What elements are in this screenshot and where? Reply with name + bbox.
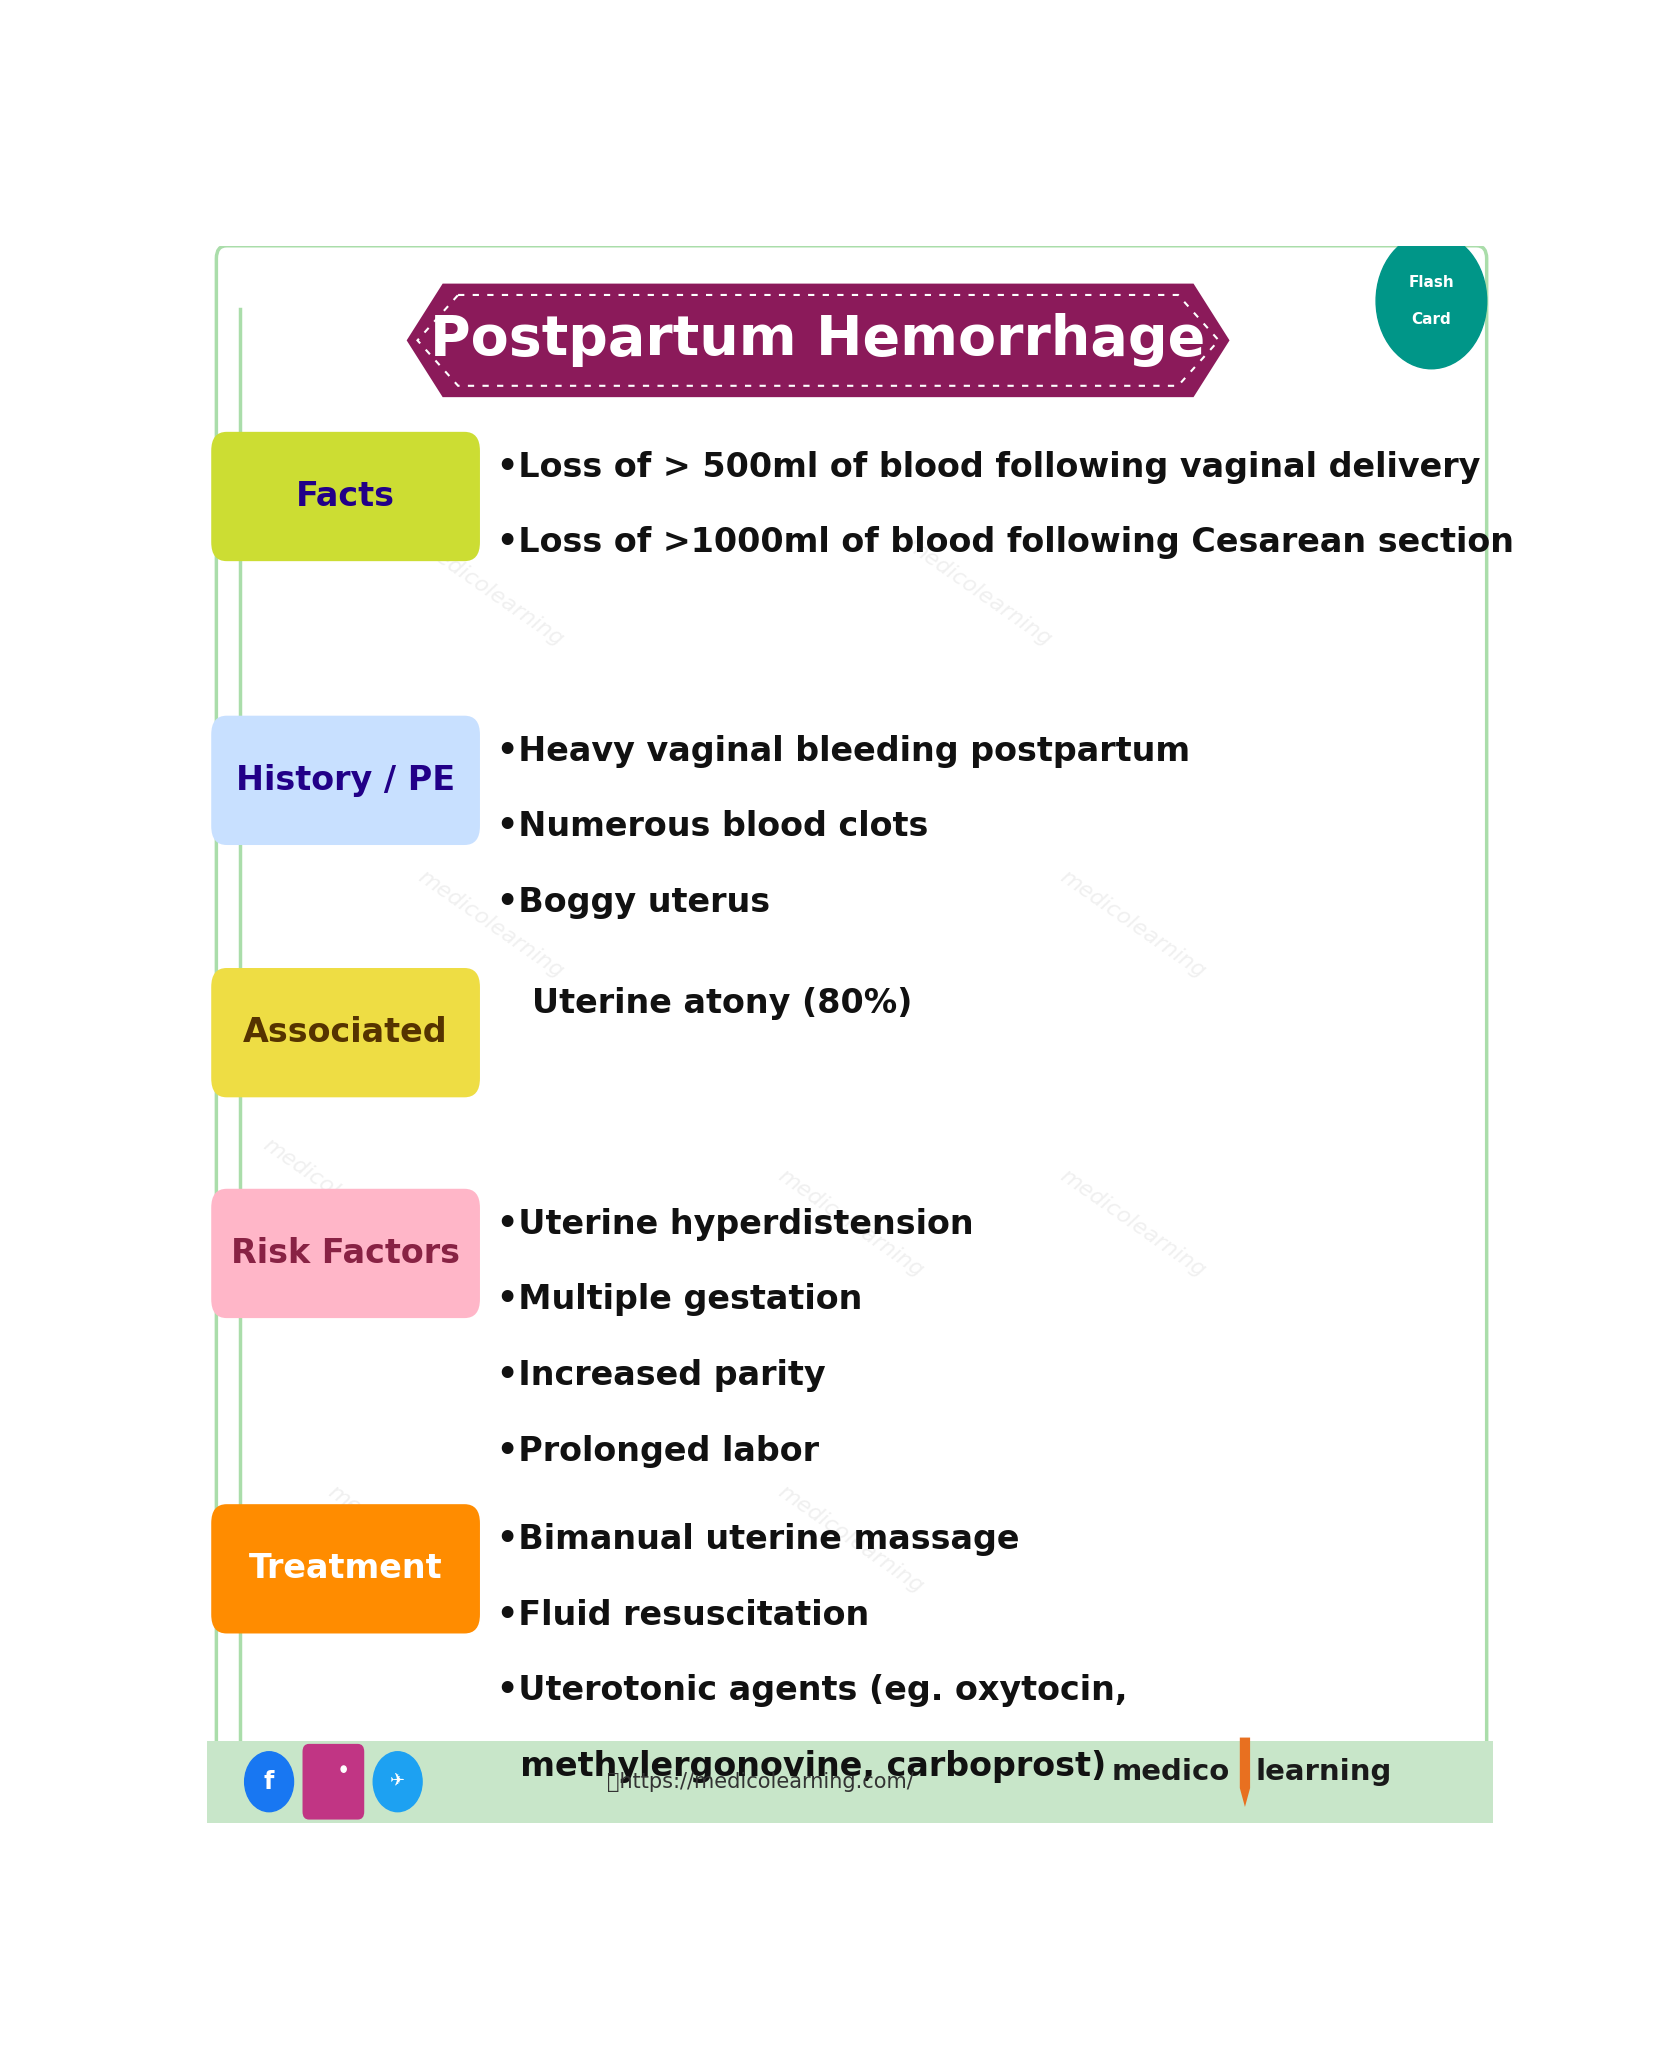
Text: methylergonovine, carboprost): methylergonovine, carboprost) xyxy=(496,1751,1107,1784)
FancyBboxPatch shape xyxy=(207,1741,1493,1823)
Text: learning: learning xyxy=(1256,1759,1392,1786)
Text: •Uterotonic agents (eg. oxytocin,: •Uterotonic agents (eg. oxytocin, xyxy=(496,1675,1126,1708)
Text: ✈: ✈ xyxy=(390,1774,405,1790)
FancyBboxPatch shape xyxy=(211,432,479,561)
Text: •Multiple gestation: •Multiple gestation xyxy=(496,1284,863,1317)
Text: medicolearning: medicolearning xyxy=(773,1481,927,1597)
Text: medicolearning: medicolearning xyxy=(413,866,567,981)
Text: medico: medico xyxy=(1112,1759,1229,1786)
Text: •Increased parity: •Increased parity xyxy=(496,1360,825,1393)
Text: Uterine atony (80%): Uterine atony (80%) xyxy=(496,987,912,1020)
FancyBboxPatch shape xyxy=(211,1503,479,1634)
FancyBboxPatch shape xyxy=(211,1188,479,1319)
Text: Risk Factors: Risk Factors xyxy=(231,1237,460,1270)
Text: •Loss of >1000ml of blood following Cesarean section: •Loss of >1000ml of blood following Cesa… xyxy=(496,526,1513,559)
Text: •Numerous blood clots: •Numerous blood clots xyxy=(496,811,927,844)
Polygon shape xyxy=(1239,1737,1251,1806)
Text: Flash: Flash xyxy=(1408,274,1455,289)
FancyBboxPatch shape xyxy=(211,715,479,846)
Text: •Uterine hyperdistension: •Uterine hyperdistension xyxy=(496,1208,974,1241)
Text: medicolearning: medicolearning xyxy=(1057,866,1209,981)
Text: f: f xyxy=(264,1769,274,1794)
Text: •Boggy uterus: •Boggy uterus xyxy=(496,887,770,920)
Text: medicolearning: medicolearning xyxy=(773,1165,927,1282)
Text: medicolearning: medicolearning xyxy=(324,1481,476,1597)
Text: History / PE: History / PE xyxy=(236,764,455,797)
Text: Postpartum Hemorrhage: Postpartum Hemorrhage xyxy=(430,313,1206,367)
Text: medicolearning: medicolearning xyxy=(259,1135,413,1249)
Text: •Heavy vaginal bleeding postpartum: •Heavy vaginal bleeding postpartum xyxy=(496,735,1190,768)
Text: •Loss of > 500ml of blood following vaginal delivery: •Loss of > 500ml of blood following vagi… xyxy=(496,451,1480,483)
Text: Treatment: Treatment xyxy=(249,1552,443,1585)
Text: •Bimanual uterine massage: •Bimanual uterine massage xyxy=(496,1524,1019,1556)
Text: •Prolonged labor: •Prolonged labor xyxy=(496,1436,818,1468)
Text: ⓘhttps://medicolearning.com/: ⓘhttps://medicolearning.com/ xyxy=(607,1772,914,1792)
Circle shape xyxy=(342,1765,347,1772)
Circle shape xyxy=(373,1751,421,1812)
Text: medicolearning: medicolearning xyxy=(902,535,1055,651)
Text: Facts: Facts xyxy=(295,479,395,512)
FancyBboxPatch shape xyxy=(302,1745,365,1819)
Circle shape xyxy=(1375,233,1486,369)
Text: medicolearning: medicolearning xyxy=(413,535,567,651)
Text: Associated: Associated xyxy=(244,1016,448,1049)
Text: medicolearning: medicolearning xyxy=(1057,1165,1209,1282)
Polygon shape xyxy=(406,283,1229,397)
Circle shape xyxy=(244,1751,294,1812)
FancyBboxPatch shape xyxy=(211,969,479,1098)
Text: Card: Card xyxy=(1412,313,1452,328)
Text: •Fluid resuscitation: •Fluid resuscitation xyxy=(496,1599,869,1632)
